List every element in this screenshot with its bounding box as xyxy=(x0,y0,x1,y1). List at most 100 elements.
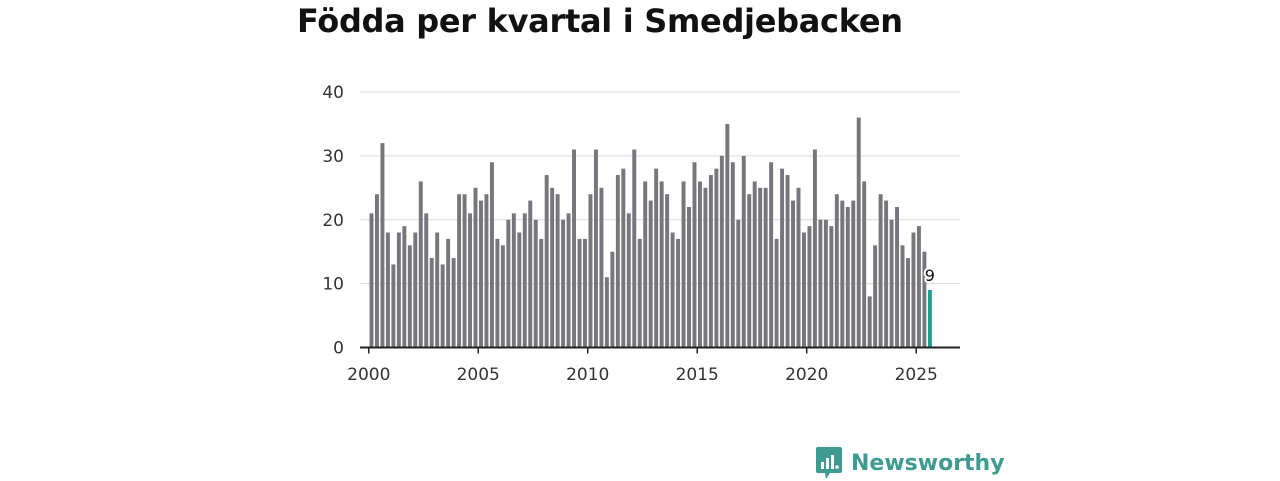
bar xyxy=(506,219,511,348)
y-tick-label-40: 40 xyxy=(322,83,344,103)
x-tick-label-2015: 2015 xyxy=(676,365,719,385)
bar xyxy=(561,219,566,348)
bar xyxy=(867,296,872,348)
bar xyxy=(785,175,790,348)
bar xyxy=(643,181,648,348)
bar xyxy=(440,264,445,348)
bar xyxy=(511,213,516,348)
bar xyxy=(555,194,560,348)
y-tick-label-20: 20 xyxy=(322,211,344,231)
bar xyxy=(637,238,642,348)
brand-logo: Newsworthy xyxy=(815,445,1005,481)
bar xyxy=(577,238,582,348)
bar xyxy=(380,143,385,348)
bars xyxy=(369,117,932,348)
bar xyxy=(840,200,845,348)
bar xyxy=(741,155,746,348)
newsworthy-logo-icon xyxy=(816,447,842,479)
highlight-value-label: 9 xyxy=(925,266,935,285)
bar xyxy=(665,194,670,348)
y-tick-label-30: 30 xyxy=(322,147,344,167)
bar xyxy=(796,187,801,348)
bar xyxy=(889,219,894,348)
x-axis-ticks xyxy=(368,347,917,354)
bar xyxy=(708,175,713,348)
bar xyxy=(522,213,527,348)
bar xyxy=(911,232,916,348)
bar xyxy=(730,162,735,348)
bar xyxy=(495,238,500,348)
bar xyxy=(451,258,456,348)
bar xyxy=(402,226,407,348)
bar xyxy=(791,200,795,348)
bar xyxy=(714,168,719,348)
bar xyxy=(407,245,412,348)
bar xyxy=(747,194,752,348)
bar xyxy=(916,226,921,348)
bar xyxy=(500,245,505,348)
bar xyxy=(834,194,839,348)
bar xyxy=(878,194,883,348)
bar xyxy=(758,187,763,348)
bar xyxy=(424,213,429,348)
brand-name: Newsworthy xyxy=(851,450,1005,476)
bar xyxy=(829,226,834,348)
bar xyxy=(621,168,626,348)
bar xyxy=(429,258,434,348)
y-tick-label-0: 0 xyxy=(333,339,344,359)
bar xyxy=(528,200,533,348)
y-tick-label-10: 10 xyxy=(322,275,344,295)
bar xyxy=(697,181,702,348)
bar xyxy=(900,245,905,348)
bar-highlight xyxy=(927,290,932,348)
bar xyxy=(599,187,604,348)
bar xyxy=(473,187,478,348)
annotations: 9 xyxy=(923,264,937,287)
bar xyxy=(593,149,598,348)
x-tick-label-2005: 2005 xyxy=(457,365,500,385)
bar xyxy=(774,238,779,348)
x-tick-label-2000: 2000 xyxy=(347,365,390,385)
bar xyxy=(818,219,823,348)
bar xyxy=(845,206,850,348)
bar xyxy=(604,277,609,348)
bar xyxy=(446,238,451,348)
bar xyxy=(462,194,467,348)
bar xyxy=(670,232,675,348)
x-axis-labels: 2000 2005 2010 2015 2020 2025 xyxy=(347,365,938,385)
bar xyxy=(823,219,828,348)
x-tick-label-2020: 2020 xyxy=(785,365,828,385)
bar xyxy=(533,219,538,348)
bar xyxy=(626,213,631,348)
bar xyxy=(862,181,867,348)
bar xyxy=(654,168,659,348)
bar xyxy=(856,117,861,348)
bar xyxy=(687,206,691,348)
bar xyxy=(763,187,768,348)
bar xyxy=(648,200,653,348)
bar xyxy=(632,149,637,348)
bar xyxy=(812,149,817,348)
bar xyxy=(413,232,418,348)
bar xyxy=(484,194,489,348)
bar xyxy=(703,187,708,348)
bar xyxy=(572,149,577,348)
x-tick-label-2010: 2010 xyxy=(566,365,609,385)
bar xyxy=(391,264,396,348)
bar xyxy=(418,181,423,348)
bar xyxy=(906,258,910,348)
bar xyxy=(873,245,878,348)
bar xyxy=(588,194,593,348)
bar xyxy=(385,232,390,348)
bar xyxy=(736,219,741,348)
bar xyxy=(692,162,697,348)
bar xyxy=(676,238,681,348)
bar xyxy=(369,213,374,348)
bar xyxy=(615,175,620,348)
bar xyxy=(719,155,724,348)
bar xyxy=(544,175,549,348)
bar xyxy=(725,123,730,348)
bar xyxy=(851,200,856,348)
bar xyxy=(457,194,462,348)
